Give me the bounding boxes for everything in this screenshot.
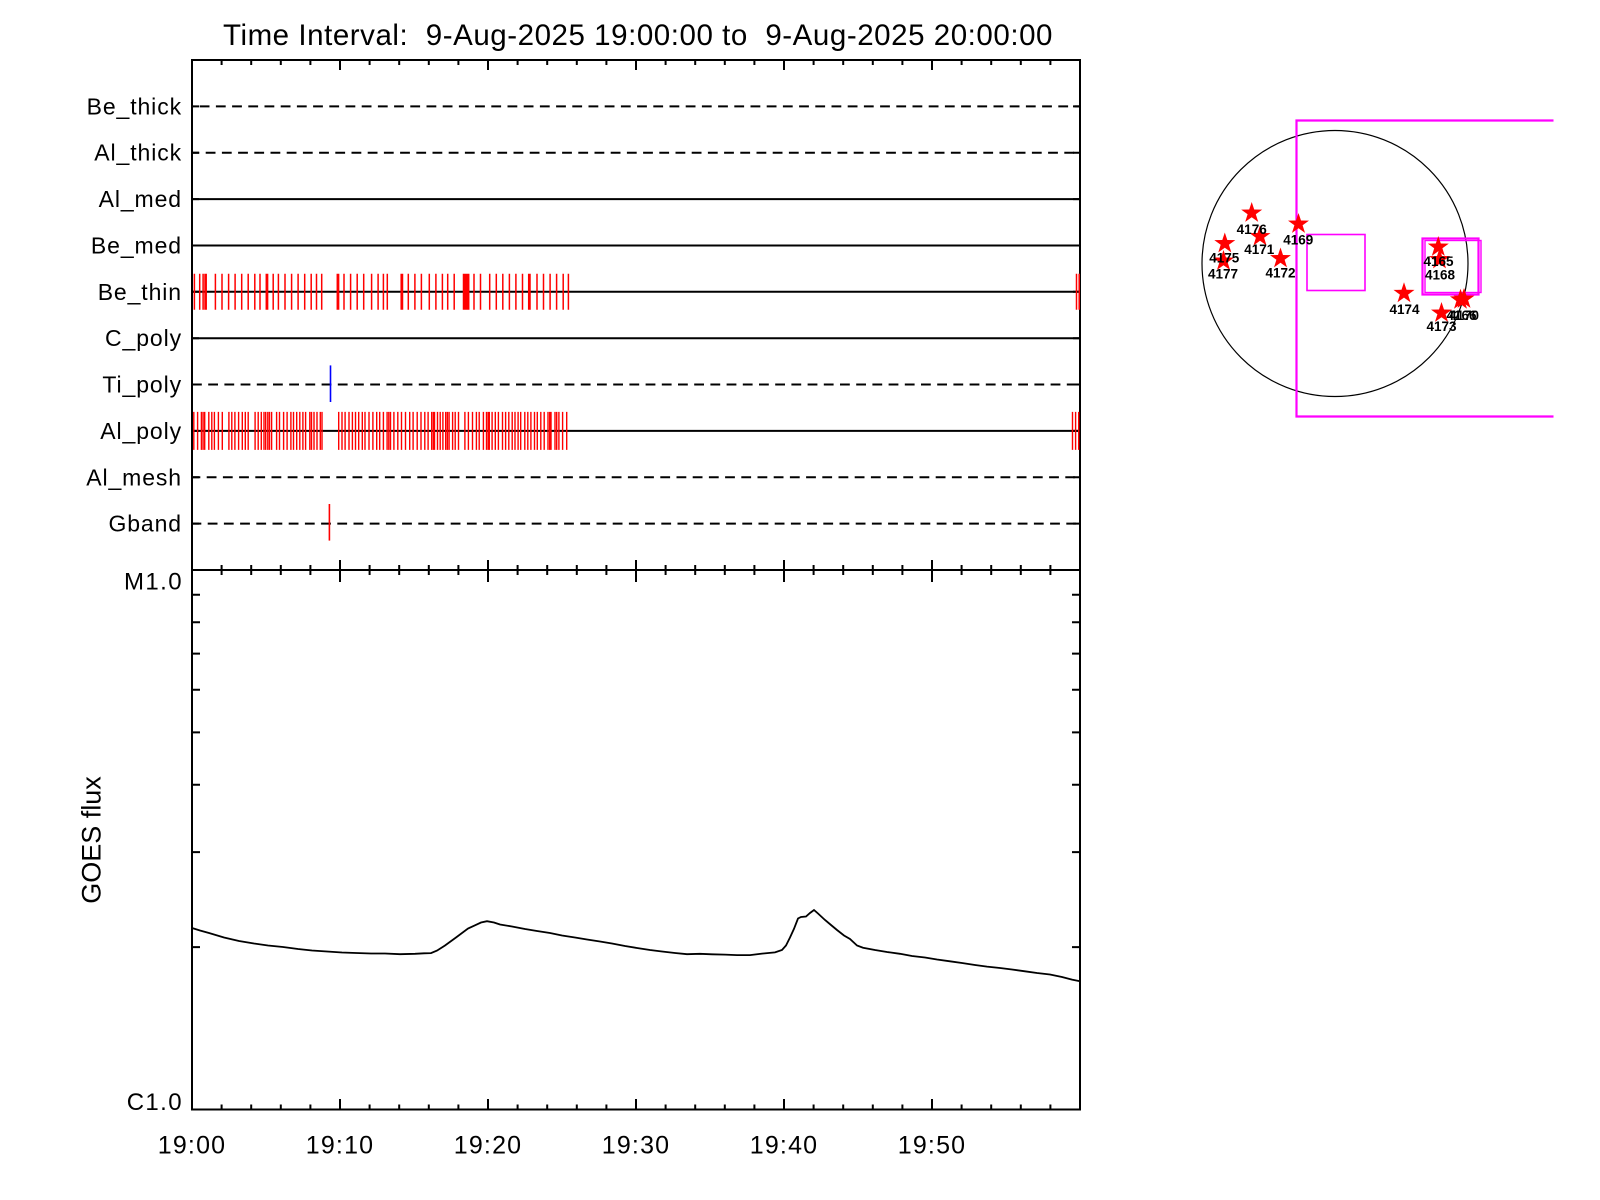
svg-text:19:30: 19:30 (602, 1132, 671, 1160)
svg-text:C1.0: C1.0 (127, 1089, 183, 1116)
svg-text:4165: 4165 (1423, 254, 1454, 269)
svg-text:4169: 4169 (1283, 233, 1313, 248)
svg-text:Ti_poly: Ti_poly (102, 372, 182, 398)
svg-text:19:00: 19:00 (158, 1132, 227, 1160)
svg-text:4176: 4176 (1237, 222, 1268, 237)
svg-text:Time Interval: 9-Aug-2025 19:: Time Interval: 9-Aug-2025 19:00:00 to 9-… (223, 19, 1053, 52)
svg-text:19:40: 19:40 (750, 1132, 819, 1160)
svg-text:Be_thick: Be_thick (87, 93, 182, 119)
svg-text:4177: 4177 (1208, 267, 1238, 282)
svg-text:4171: 4171 (1244, 242, 1275, 257)
svg-text:4174: 4174 (1389, 302, 1420, 317)
svg-text:Be_med: Be_med (91, 233, 182, 259)
svg-text:4172: 4172 (1265, 266, 1295, 281)
svg-text:19:50: 19:50 (898, 1132, 967, 1160)
svg-text:Al_med: Al_med (99, 186, 182, 212)
svg-text:Al_poly: Al_poly (100, 418, 182, 444)
svg-text:Gband: Gband (108, 511, 182, 537)
svg-text:M1.0: M1.0 (124, 569, 183, 596)
svg-text:19:10: 19:10 (306, 1132, 375, 1160)
svg-text:GOES flux: GOES flux (77, 776, 107, 904)
svg-text:4168: 4168 (1425, 268, 1456, 283)
svg-text:Be_thin: Be_thin (98, 279, 182, 305)
svg-text:Al_thick: Al_thick (94, 140, 182, 166)
svg-text:4166: 4166 (1446, 308, 1477, 323)
svg-text:4170: 4170 (1449, 308, 1479, 323)
svg-text:19:20: 19:20 (454, 1132, 523, 1160)
svg-text:4173: 4173 (1426, 319, 1457, 334)
svg-text:C_poly: C_poly (105, 325, 182, 351)
svg-text:Al_mesh: Al_mesh (86, 464, 182, 490)
svg-text:4175: 4175 (1209, 251, 1240, 266)
